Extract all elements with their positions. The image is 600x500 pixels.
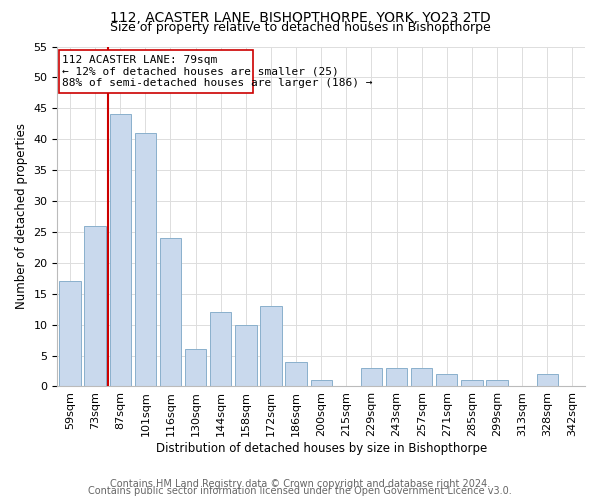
Bar xyxy=(361,368,382,386)
Bar xyxy=(411,368,433,386)
Y-axis label: Number of detached properties: Number of detached properties xyxy=(15,124,28,310)
Bar xyxy=(260,306,281,386)
Bar xyxy=(536,374,558,386)
Bar xyxy=(235,324,257,386)
Text: 112 ACASTER LANE: 79sqm
← 12% of detached houses are smaller (25)
88% of semi-de: 112 ACASTER LANE: 79sqm ← 12% of detache… xyxy=(62,54,373,88)
Bar xyxy=(311,380,332,386)
Text: Size of property relative to detached houses in Bishopthorpe: Size of property relative to detached ho… xyxy=(110,22,490,35)
Bar xyxy=(59,282,80,387)
Bar xyxy=(185,350,206,387)
Bar xyxy=(386,368,407,386)
Text: Contains HM Land Registry data © Crown copyright and database right 2024.: Contains HM Land Registry data © Crown c… xyxy=(110,479,490,489)
Bar xyxy=(436,374,457,386)
Bar xyxy=(85,226,106,386)
FancyBboxPatch shape xyxy=(59,50,253,93)
Bar xyxy=(110,114,131,386)
Bar xyxy=(487,380,508,386)
Bar xyxy=(210,312,232,386)
Bar xyxy=(134,133,156,386)
Bar xyxy=(461,380,482,386)
Bar xyxy=(286,362,307,386)
X-axis label: Distribution of detached houses by size in Bishopthorpe: Distribution of detached houses by size … xyxy=(155,442,487,455)
Text: 112, ACASTER LANE, BISHOPTHORPE, YORK, YO23 2TD: 112, ACASTER LANE, BISHOPTHORPE, YORK, Y… xyxy=(110,11,490,25)
Text: Contains public sector information licensed under the Open Government Licence v3: Contains public sector information licen… xyxy=(88,486,512,496)
Bar xyxy=(160,238,181,386)
